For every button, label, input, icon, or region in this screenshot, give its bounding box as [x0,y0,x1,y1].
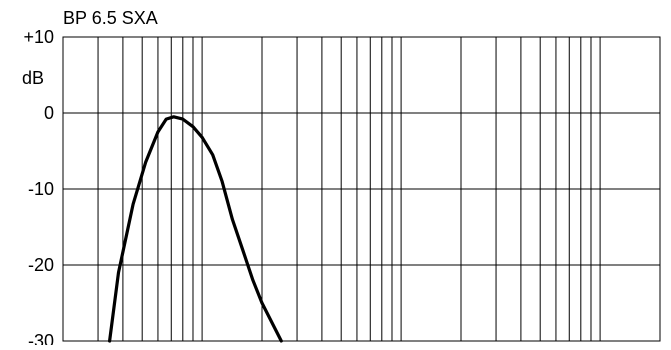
labels: BP 6.5 SXA dB +10 0 -10 -20 -30 [22,8,158,350]
y-tick-label: -10 [28,179,54,199]
y-axis-unit-label: dB [22,68,44,88]
curve-layer [108,115,283,343]
y-tick-label: -20 [28,255,54,275]
y-tick-label: +10 [23,27,54,47]
y-tick-label: -30 [28,331,54,345]
y-tick-label: 0 [44,103,54,123]
grid [62,36,661,342]
chart-title: BP 6.5 SXA [63,8,158,28]
response-curve [108,115,283,343]
plot-frame [62,36,661,342]
